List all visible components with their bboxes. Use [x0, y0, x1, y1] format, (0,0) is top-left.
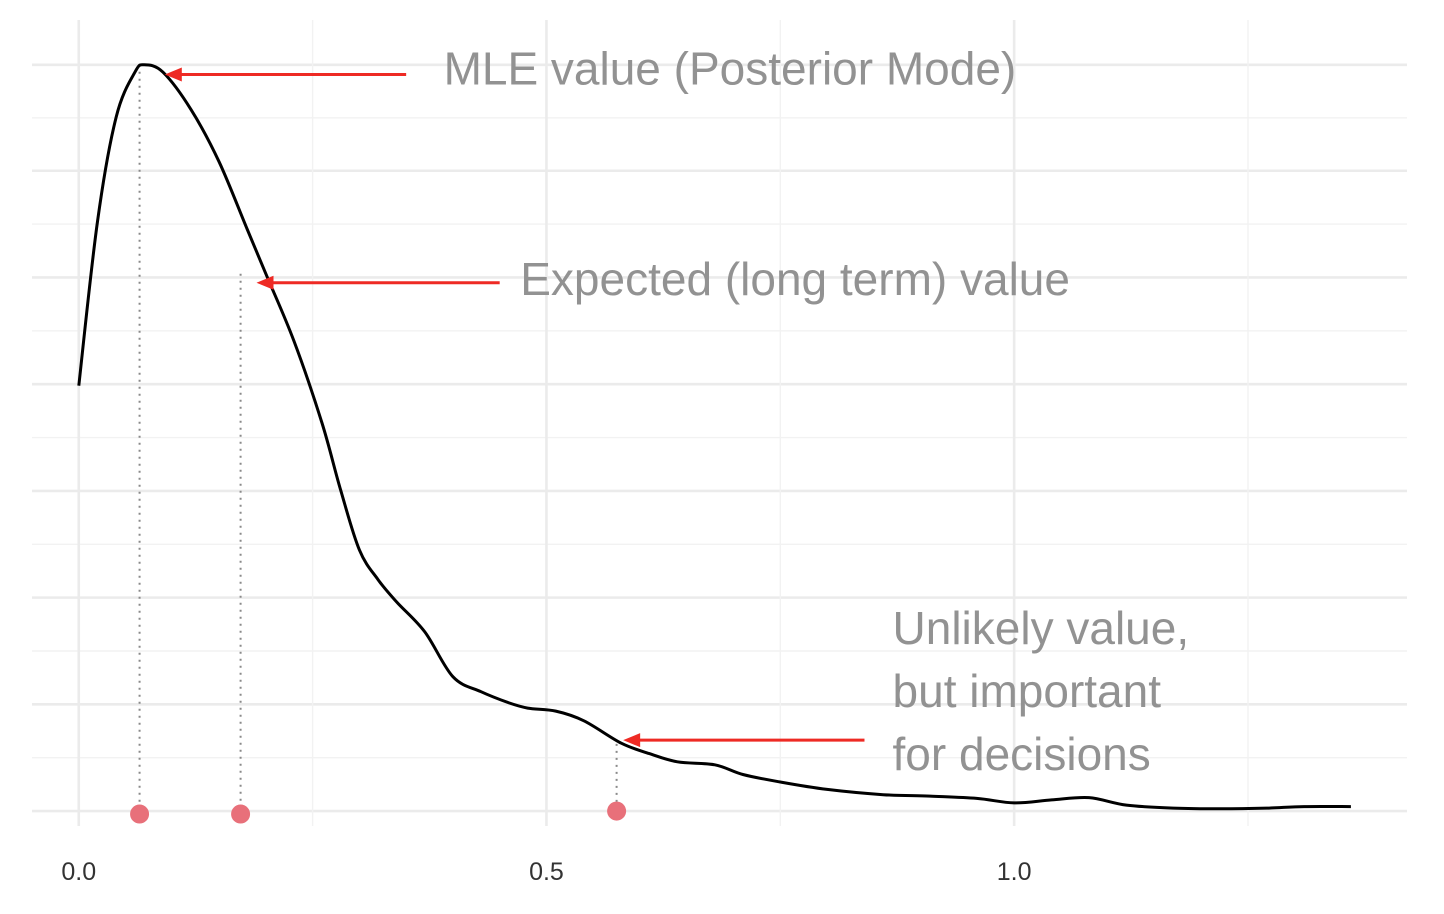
annotation-arrows — [164, 67, 865, 748]
x-axis-ticks: 0.0 0.5 1.0 — [61, 858, 1031, 886]
highlight-point-2 — [607, 801, 627, 821]
annotation-text-0-0: MLE value (Posterior Mode) — [444, 42, 1017, 94]
annotation-text-2-0: Unlikely value, — [893, 602, 1190, 654]
annotation-text-1-0: Expected (long term) value — [520, 253, 1070, 305]
arrow-head-2 — [623, 733, 641, 748]
arrow-head-1 — [256, 275, 274, 290]
highlight-points — [130, 801, 627, 824]
density-curve — [77, 63, 1351, 811]
arrow-head-0 — [164, 67, 182, 82]
annotations: MLE value (Posterior Mode) Expected (long… — [444, 42, 1190, 780]
annotation-text-2-2: for decisions — [893, 728, 1151, 780]
grid — [32, 20, 1407, 826]
x-tick-label-0: 0.0 — [61, 858, 96, 886]
x-tick-label-2: 1.0 — [997, 858, 1032, 886]
annotation-text-2-1: but important — [893, 665, 1162, 717]
highlight-point-1 — [231, 804, 251, 824]
highlight-point-0 — [130, 804, 150, 824]
x-tick-label-1: 0.5 — [529, 858, 564, 886]
